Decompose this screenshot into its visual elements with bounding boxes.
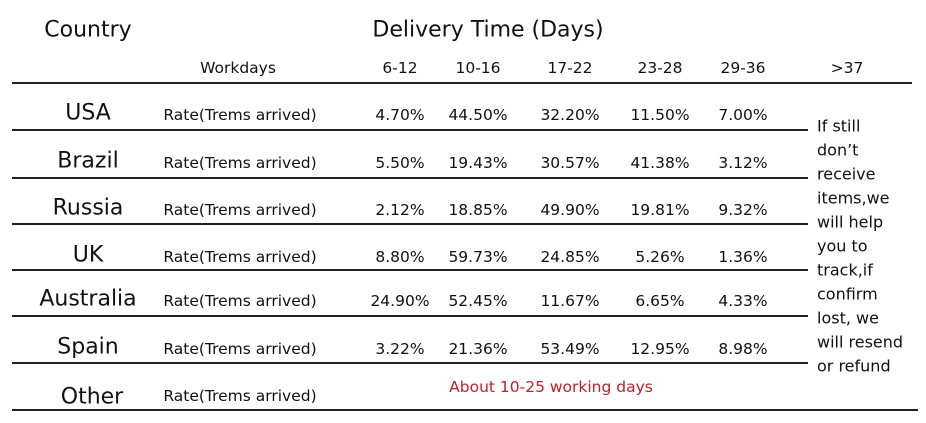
rate-value: 4.33% bbox=[718, 292, 768, 310]
rate-value: 5.26% bbox=[635, 248, 685, 266]
rate-value: 59.73% bbox=[448, 248, 508, 266]
country-name: Australia bbox=[39, 286, 137, 312]
other-note: About 10-25 working days bbox=[449, 378, 653, 396]
rate-value: 8.80% bbox=[375, 248, 425, 266]
rate-value: 3.12% bbox=[718, 154, 768, 172]
bottom-rule bbox=[12, 409, 918, 411]
row-rule bbox=[12, 223, 808, 225]
side-note-line: don’t bbox=[817, 140, 859, 160]
side-note-line: will resend bbox=[817, 332, 904, 352]
rate-value: 11.50% bbox=[630, 106, 690, 124]
rate-value: 2.12% bbox=[375, 201, 425, 219]
rate-value: 1.36% bbox=[718, 248, 768, 266]
rate-value: 24.85% bbox=[540, 248, 600, 266]
rate-value: 24.90% bbox=[370, 292, 430, 310]
rate-value: 19.43% bbox=[448, 154, 508, 172]
side-note-line: items,we bbox=[817, 188, 890, 208]
side-note-line: or refund bbox=[817, 356, 891, 376]
country-header: Country bbox=[44, 17, 132, 43]
metric-label: Rate(Trems arrived) bbox=[163, 248, 317, 266]
rate-value: 8.98% bbox=[718, 340, 768, 358]
rate-value: 41.38% bbox=[630, 154, 690, 172]
row-rule bbox=[12, 177, 808, 179]
side-note-line: you to bbox=[817, 236, 868, 256]
range-header: 6-12 bbox=[382, 59, 418, 77]
metric-label: Rate(Trems arrived) bbox=[163, 154, 317, 172]
side-note-line: receive bbox=[817, 164, 876, 184]
rate-value: 11.67% bbox=[540, 292, 600, 310]
side-note-line: confirm bbox=[817, 284, 878, 304]
country-name: Spain bbox=[57, 334, 119, 360]
row-rule bbox=[12, 129, 808, 131]
side-note-line: If still bbox=[817, 116, 861, 136]
country-name: USA bbox=[65, 100, 111, 126]
metric-label: Rate(Trems arrived) bbox=[163, 292, 317, 310]
row-rule bbox=[12, 315, 808, 317]
metric-label: Rate(Trems arrived) bbox=[163, 387, 317, 405]
rate-value: 19.81% bbox=[630, 201, 690, 219]
rate-value: 5.50% bbox=[375, 154, 425, 172]
row-rule bbox=[12, 362, 808, 364]
table-title: Delivery Time (Days) bbox=[372, 17, 604, 43]
header-rule bbox=[12, 82, 912, 84]
rate-value: 32.20% bbox=[540, 106, 600, 124]
metric-label: Rate(Trems arrived) bbox=[163, 340, 317, 358]
side-note-line: track,if bbox=[817, 260, 873, 280]
metric-label: Rate(Trems arrived) bbox=[163, 201, 317, 219]
rate-value: 49.90% bbox=[540, 201, 600, 219]
country-name: Russia bbox=[52, 195, 124, 221]
country-name: Other bbox=[60, 384, 124, 410]
rate-value: 18.85% bbox=[448, 201, 508, 219]
rate-value: 4.70% bbox=[375, 106, 425, 124]
range-header: >37 bbox=[830, 59, 864, 77]
rate-value: 6.65% bbox=[635, 292, 685, 310]
rate-value: 9.32% bbox=[718, 201, 768, 219]
rate-value: 30.57% bbox=[540, 154, 600, 172]
workdays-label: Workdays bbox=[200, 59, 276, 77]
rate-value: 52.45% bbox=[448, 292, 508, 310]
rate-value: 53.49% bbox=[540, 340, 600, 358]
metric-label: Rate(Trems arrived) bbox=[163, 106, 317, 124]
country-name: Brazil bbox=[57, 148, 119, 174]
rate-value: 3.22% bbox=[375, 340, 425, 358]
side-note-line: lost, we bbox=[817, 308, 879, 328]
rate-value: 44.50% bbox=[448, 106, 508, 124]
rate-value: 7.00% bbox=[718, 106, 768, 124]
rate-value: 12.95% bbox=[630, 340, 690, 358]
row-rule bbox=[12, 269, 808, 271]
country-name: UK bbox=[72, 242, 104, 268]
range-header: 17-22 bbox=[547, 59, 593, 77]
range-header: 23-28 bbox=[637, 59, 683, 77]
side-note-line: will help bbox=[817, 212, 884, 232]
range-header: 29-36 bbox=[720, 59, 766, 77]
range-header: 10-16 bbox=[455, 59, 501, 77]
rate-value: 21.36% bbox=[448, 340, 508, 358]
